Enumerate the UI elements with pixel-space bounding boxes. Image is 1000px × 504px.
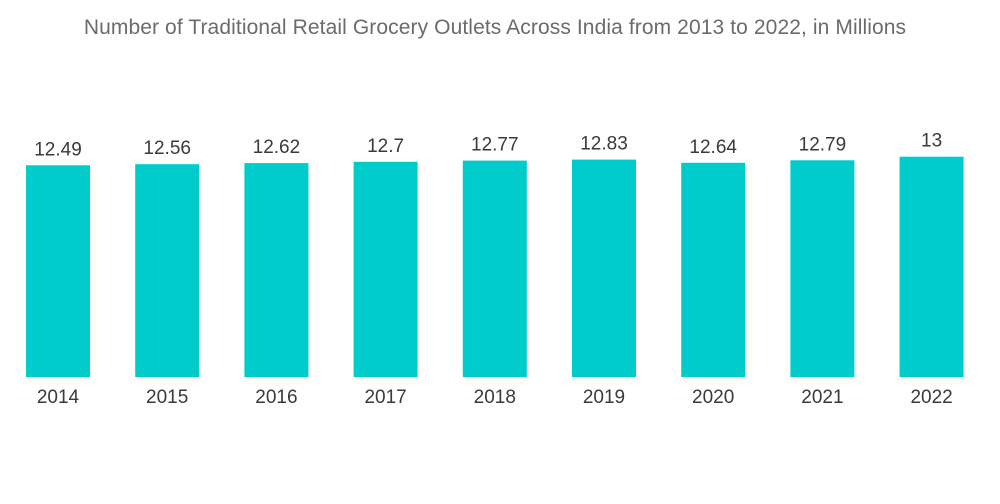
value-label-2021: 12.79 xyxy=(799,134,847,155)
x-tick-2015: 2015 xyxy=(146,387,188,408)
value-labels-group: 12.49 12.56 12.62 12.7 12.77 12.83 12.64 12.79 1… xyxy=(34,131,942,161)
x-tick-2019: 2019 xyxy=(583,387,625,408)
value-label-2015: 12.56 xyxy=(143,138,191,159)
bar-2021 xyxy=(790,160,855,377)
value-label-2014: 12.49 xyxy=(34,139,82,160)
value-label-2016: 12.62 xyxy=(253,137,301,158)
chart-title: Number of Traditional Retail Grocery Out… xyxy=(83,16,907,39)
x-tick-2018: 2018 xyxy=(474,387,516,408)
bar-2022 xyxy=(899,156,964,377)
bar-2019 xyxy=(572,159,636,377)
value-label-2017: 12.7 xyxy=(367,136,404,157)
bar-2017 xyxy=(353,161,418,377)
value-label-2022: 13 xyxy=(921,131,942,152)
bars-group xyxy=(26,156,964,377)
bar-2015 xyxy=(135,164,200,377)
x-tick-labels-group: 2014 2015 2016 2017 2018 2019 2020 2021 2022 xyxy=(37,387,953,408)
value-label-2018: 12.77 xyxy=(471,135,519,156)
bar-2020 xyxy=(681,162,746,377)
x-tick-2017: 2017 xyxy=(364,387,406,408)
x-tick-2016: 2016 xyxy=(255,387,297,408)
x-tick-2021: 2021 xyxy=(801,387,843,408)
value-label-2020: 12.64 xyxy=(689,137,737,158)
bar-2018 xyxy=(462,160,527,377)
bar-2016 xyxy=(244,163,309,377)
x-tick-2020: 2020 xyxy=(692,387,734,408)
bar-2014 xyxy=(26,165,90,377)
x-tick-2014: 2014 xyxy=(37,387,80,408)
x-tick-2022: 2022 xyxy=(910,387,952,408)
value-label-2019: 12.83 xyxy=(580,134,628,155)
